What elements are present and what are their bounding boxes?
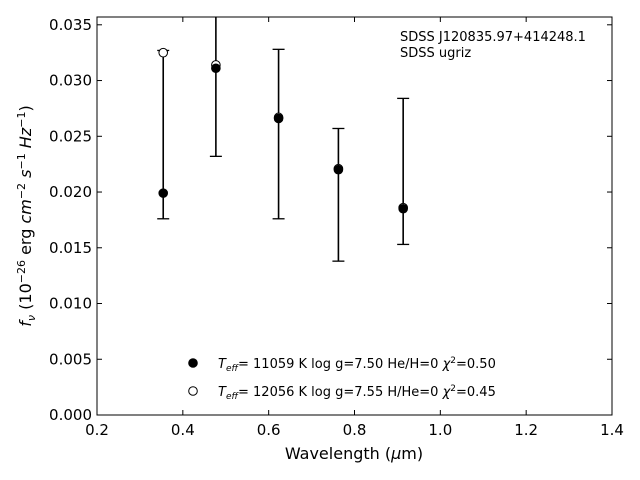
data-point-model-1 <box>158 188 169 198</box>
y-tick-label: 0.015 <box>49 239 92 257</box>
legend-label-model-2: Teff= 12056 K log g=7.55 H/He=0 χ2=0.45 <box>218 384 496 402</box>
object-name: SDSS J120835.97+414248.1 <box>400 30 586 45</box>
data-point-model-1 <box>273 113 284 124</box>
x-axis-title: Wavelength (μm) <box>285 444 423 463</box>
x-tick-label: 0.4 <box>171 421 195 439</box>
y-tick-label: 0.010 <box>49 295 92 313</box>
legend-marker-open <box>188 386 198 396</box>
x-tick-label: 1.4 <box>600 421 624 439</box>
photometry-system: SDSS ugriz <box>400 46 471 61</box>
y-tick-label: 0.005 <box>49 350 92 368</box>
x-tick-label: 0.6 <box>257 421 281 439</box>
data-point-model-1 <box>398 203 408 214</box>
x-tick-label: 0.2 <box>85 421 109 439</box>
x-tick-label: 1.0 <box>428 421 452 439</box>
data-point-model-1 <box>211 63 221 74</box>
data-point-model-2 <box>158 47 169 58</box>
x-tick-label: 0.8 <box>343 421 367 439</box>
y-tick-label: 0.025 <box>49 127 92 145</box>
y-tick-label: 0.000 <box>49 406 92 424</box>
y-tick-label: 0.030 <box>49 72 92 90</box>
legend-marker-filled <box>188 358 198 368</box>
legend: Teff= 11059 K log g=7.50 He/H=0 χ2=0.50 … <box>188 356 496 402</box>
y-tick-label: 0.020 <box>49 183 92 201</box>
axis-ticks: 0.2 0.4 0.6 0.8 1.0 1.2 1.4 0.000 0.005 0.010 0.01… <box>49 16 624 439</box>
y-axis-title-text: fν (10−26 erg cm−2 s−1 Hz−1) <box>15 105 38 326</box>
error-bars <box>157 17 410 262</box>
legend-label-model-1: Teff= 11059 K log g=7.50 He/H=0 χ2=0.50 <box>218 356 496 374</box>
y-tick-label: 0.035 <box>49 16 92 34</box>
data-point-model-1 <box>333 164 344 175</box>
data-points <box>158 47 408 214</box>
y-axis-title: fν (10−26 erg cm−2 s−1 Hz−1) <box>15 105 38 326</box>
plot-frame <box>96 16 613 416</box>
x-tick-label: 1.2 <box>514 421 538 439</box>
